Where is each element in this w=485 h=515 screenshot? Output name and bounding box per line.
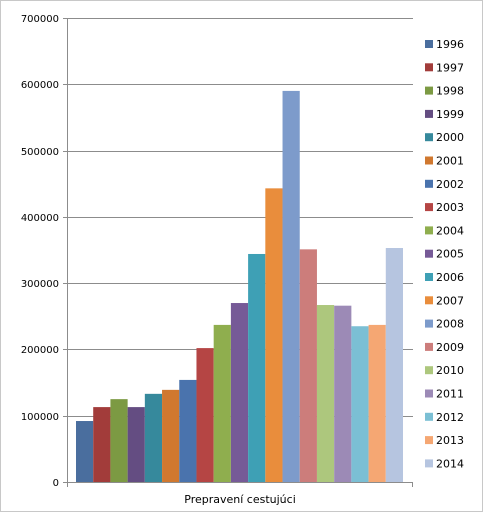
y-tick-label: 500000 xyxy=(21,147,59,158)
legend-swatch xyxy=(425,156,433,165)
legend-item-2000: 2000 xyxy=(425,131,464,144)
legend-label: 2013 xyxy=(436,434,464,447)
legend-item-2006: 2006 xyxy=(425,271,464,284)
legend-label: 2007 xyxy=(436,294,464,307)
y-tick-label: 700000 xyxy=(21,14,59,25)
legend-swatch xyxy=(425,342,433,351)
bar-2009 xyxy=(299,249,317,482)
legend-swatch xyxy=(425,296,433,305)
legend-label: 1996 xyxy=(436,38,464,51)
bar-2013 xyxy=(368,324,386,482)
legend-swatch xyxy=(425,459,433,468)
y-axis-ticks: 0 100000 200000 300000 400000 500000 600000 700… xyxy=(21,14,67,489)
y-tick-label: 200000 xyxy=(21,345,59,356)
bar-2003 xyxy=(196,348,214,482)
legend-label: 2001 xyxy=(436,155,464,168)
gridlines xyxy=(67,18,413,417)
bar-2001 xyxy=(162,389,180,482)
legend-swatch xyxy=(425,40,433,48)
legend-item-2003: 2003 xyxy=(425,201,464,214)
legend-label: 2009 xyxy=(436,341,464,354)
legend-swatch xyxy=(425,133,433,142)
legend-swatch xyxy=(425,179,433,188)
legend-item-1997: 1997 xyxy=(425,61,464,74)
bar-2004 xyxy=(213,324,231,482)
bar-2012 xyxy=(351,326,369,482)
bar-1999 xyxy=(127,407,145,482)
bar-2005 xyxy=(230,303,249,482)
legend-item-2008: 2008 xyxy=(425,318,464,331)
bar-2008 xyxy=(282,90,300,482)
legend-item-2002: 2002 xyxy=(425,178,464,191)
legend-label: 2010 xyxy=(436,364,464,377)
legend-item-2004: 2004 xyxy=(425,224,464,237)
bar-2000 xyxy=(144,393,163,482)
legend: 1996 1997 1998 1999 2000 2001 2002 2003 2004 2005… xyxy=(425,38,464,470)
legend-swatch xyxy=(425,63,433,72)
legend-item-1996: 1996 xyxy=(425,38,464,51)
bar-2010 xyxy=(316,305,335,482)
legend-swatch xyxy=(425,273,433,281)
legend-item-2012: 2012 xyxy=(425,411,464,424)
legend-label: 1999 xyxy=(436,108,464,121)
legend-swatch xyxy=(425,109,433,118)
legend-swatch xyxy=(425,436,433,445)
bar-1997 xyxy=(93,407,111,482)
y-tick-label: 400000 xyxy=(21,213,59,224)
legend-swatch xyxy=(425,203,433,212)
legend-item-2007: 2007 xyxy=(425,294,464,307)
legend-label: 1997 xyxy=(436,61,464,74)
bar-1996 xyxy=(76,421,94,482)
y-tick-label: 600000 xyxy=(21,80,59,91)
y-tick-label: 0 xyxy=(53,478,59,489)
legend-item-2010: 2010 xyxy=(425,364,464,377)
y-tick-label: 300000 xyxy=(21,279,59,290)
y-tick-label: 100000 xyxy=(21,412,59,423)
bar-2006 xyxy=(248,253,266,482)
legend-label: 2002 xyxy=(436,178,464,191)
legend-label: 2014 xyxy=(436,457,464,470)
bar-2002 xyxy=(179,379,197,482)
legend-label: 2006 xyxy=(436,271,464,284)
bar-2011 xyxy=(334,305,352,482)
legend-swatch xyxy=(425,249,433,258)
legend-item-2005: 2005 xyxy=(425,248,464,261)
legend-swatch xyxy=(425,366,433,375)
legend-label: 2008 xyxy=(436,318,464,331)
legend-item-2013: 2013 xyxy=(425,434,464,447)
legend-swatch xyxy=(425,319,433,328)
legend-item-1999: 1999 xyxy=(425,108,464,121)
bar-2007 xyxy=(265,188,283,482)
legend-swatch xyxy=(425,412,433,421)
axes xyxy=(67,18,413,487)
legend-label: 2000 xyxy=(436,131,464,144)
legend-item-1998: 1998 xyxy=(425,85,464,98)
legend-swatch xyxy=(425,226,433,235)
bar-2014 xyxy=(385,248,403,482)
legend-item-2011: 2011 xyxy=(425,388,464,401)
legend-label: 2004 xyxy=(436,224,464,237)
legend-label: 1998 xyxy=(436,85,464,98)
legend-swatch xyxy=(425,86,433,95)
legend-label: 2003 xyxy=(436,201,464,214)
x-axis-label: Prepravení cestujúci xyxy=(184,493,296,506)
legend-label: 2012 xyxy=(436,411,464,424)
legend-item-2001: 2001 xyxy=(425,155,464,168)
bars xyxy=(76,90,403,482)
legend-item-2009: 2009 xyxy=(425,341,464,354)
bar-1998 xyxy=(110,399,128,482)
legend-swatch xyxy=(425,389,433,398)
legend-label: 2011 xyxy=(436,388,464,401)
legend-item-2014: 2014 xyxy=(425,457,464,470)
legend-label: 2005 xyxy=(436,248,464,261)
